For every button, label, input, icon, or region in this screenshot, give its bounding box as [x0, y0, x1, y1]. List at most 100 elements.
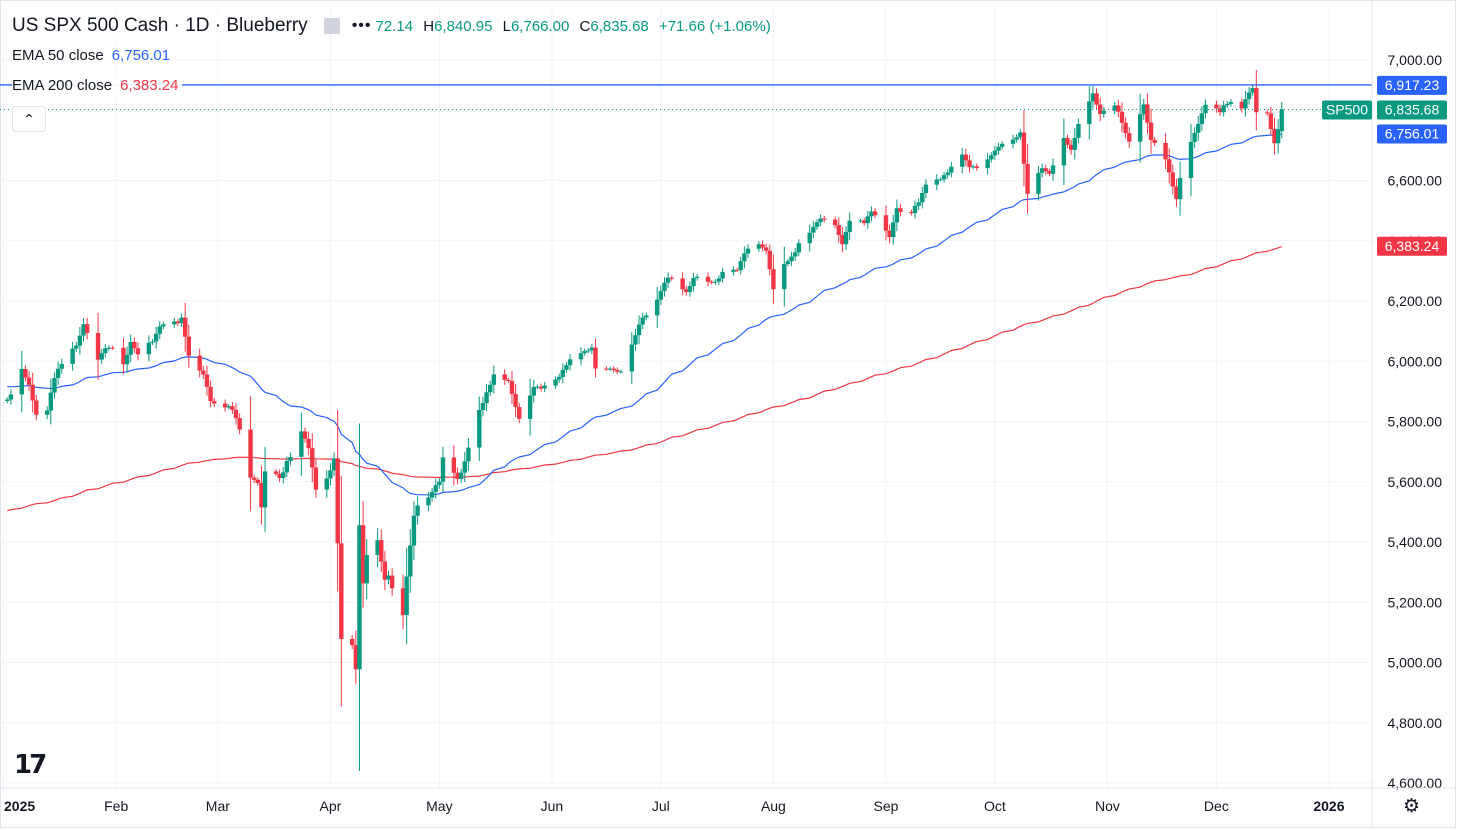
- candle-body: [589, 347, 595, 351]
- candle: [763, 243, 769, 255]
- ohlc-close: 6,835.68: [590, 17, 649, 35]
- candle-body: [782, 264, 787, 290]
- candle-body: [923, 184, 929, 194]
- candle: [1192, 127, 1197, 148]
- candle: [408, 529, 413, 593]
- candle-body: [665, 277, 671, 283]
- candle-body: [364, 555, 369, 584]
- candle: [535, 384, 540, 389]
- candle: [734, 267, 740, 273]
- candle: [335, 410, 340, 592]
- candle-body: [680, 278, 685, 290]
- candle: [861, 217, 867, 226]
- candle-body: [331, 458, 337, 471]
- candle: [204, 365, 210, 396]
- candle-body: [30, 384, 35, 401]
- candle: [945, 169, 950, 179]
- candle-body: [95, 332, 101, 360]
- candle: [1243, 91, 1248, 117]
- legend-ema200[interactable]: EMA 200 close 6,383.24: [12, 77, 183, 94]
- candle-body: [818, 218, 823, 223]
- candle: [277, 469, 282, 483]
- candle: [259, 465, 264, 525]
- candle-body: [487, 384, 493, 393]
- tradingview-logo[interactable]: 17: [14, 750, 47, 780]
- candle: [477, 396, 482, 461]
- candle: [1112, 101, 1117, 115]
- y-tick-label: 6,000.00: [1388, 353, 1443, 369]
- candle: [836, 217, 841, 243]
- candle: [466, 437, 471, 471]
- candle: [891, 214, 896, 245]
- candle: [197, 348, 202, 378]
- candle-body: [822, 218, 827, 220]
- candle: [898, 203, 903, 217]
- candle-body: [310, 448, 315, 468]
- candle: [920, 186, 925, 209]
- candle-body: [23, 369, 28, 378]
- candle: [146, 335, 152, 362]
- candle-body: [339, 543, 344, 639]
- candle-body: [1094, 93, 1099, 105]
- collapse-legend-button[interactable]: ⌃: [12, 106, 46, 132]
- candle: [593, 338, 598, 378]
- candle-body: [360, 525, 366, 584]
- candle: [1101, 106, 1107, 118]
- candle: [1170, 164, 1176, 195]
- candle-body: [887, 230, 892, 238]
- flag-icon[interactable]: [323, 18, 340, 34]
- x-tick-label: May: [426, 798, 452, 814]
- candle: [339, 475, 344, 707]
- candle-body: [1243, 99, 1248, 109]
- candle: [847, 212, 852, 240]
- candle-body: [212, 401, 217, 404]
- candle: [538, 383, 544, 392]
- candle-body: [629, 344, 634, 372]
- gear-icon[interactable]: ⚙: [1403, 796, 1421, 817]
- candle: [81, 318, 86, 342]
- candle: [429, 487, 435, 502]
- candle-body: [150, 341, 155, 343]
- candle-body: [607, 368, 613, 370]
- candle: [553, 376, 558, 389]
- candle: [1217, 104, 1223, 116]
- candle-body: [662, 282, 667, 292]
- candle-body: [226, 406, 231, 408]
- candle-body: [1148, 122, 1154, 140]
- candle: [716, 275, 722, 285]
- candle: [949, 161, 954, 178]
- candle-body: [807, 232, 812, 244]
- candle: [858, 218, 863, 223]
- candle: [404, 547, 409, 644]
- symbol-title[interactable]: US SPX 500 Cash · 1D · Blueberry: [6, 13, 314, 39]
- candle-body: [386, 575, 391, 580]
- ohlc-high-label: H: [423, 17, 435, 35]
- candle: [440, 446, 446, 493]
- candle: [655, 286, 660, 329]
- candle: [1119, 102, 1125, 133]
- candle: [611, 366, 616, 373]
- candle-body: [1043, 168, 1048, 172]
- candle-body: [1228, 101, 1234, 104]
- candle: [262, 446, 268, 532]
- candle-body: [771, 269, 776, 290]
- candle: [560, 363, 566, 384]
- candle-body: [586, 350, 591, 352]
- candle-body: [1014, 137, 1019, 140]
- candle: [110, 345, 115, 350]
- horizontal-line[interactable]: [0, 84, 1372, 111]
- more-dots-icon[interactable]: •••: [351, 17, 372, 34]
- candle: [970, 164, 976, 170]
- candle: [386, 570, 391, 585]
- candle-body: [894, 208, 900, 223]
- candle: [26, 371, 32, 392]
- legend-ema50[interactable]: EMA 50 close 6,756.01: [12, 47, 175, 64]
- candle: [1036, 166, 1041, 201]
- candle: [865, 210, 871, 229]
- candle: [484, 384, 489, 412]
- candle: [179, 313, 184, 328]
- candle: [1268, 106, 1274, 136]
- candle-body: [161, 324, 166, 327]
